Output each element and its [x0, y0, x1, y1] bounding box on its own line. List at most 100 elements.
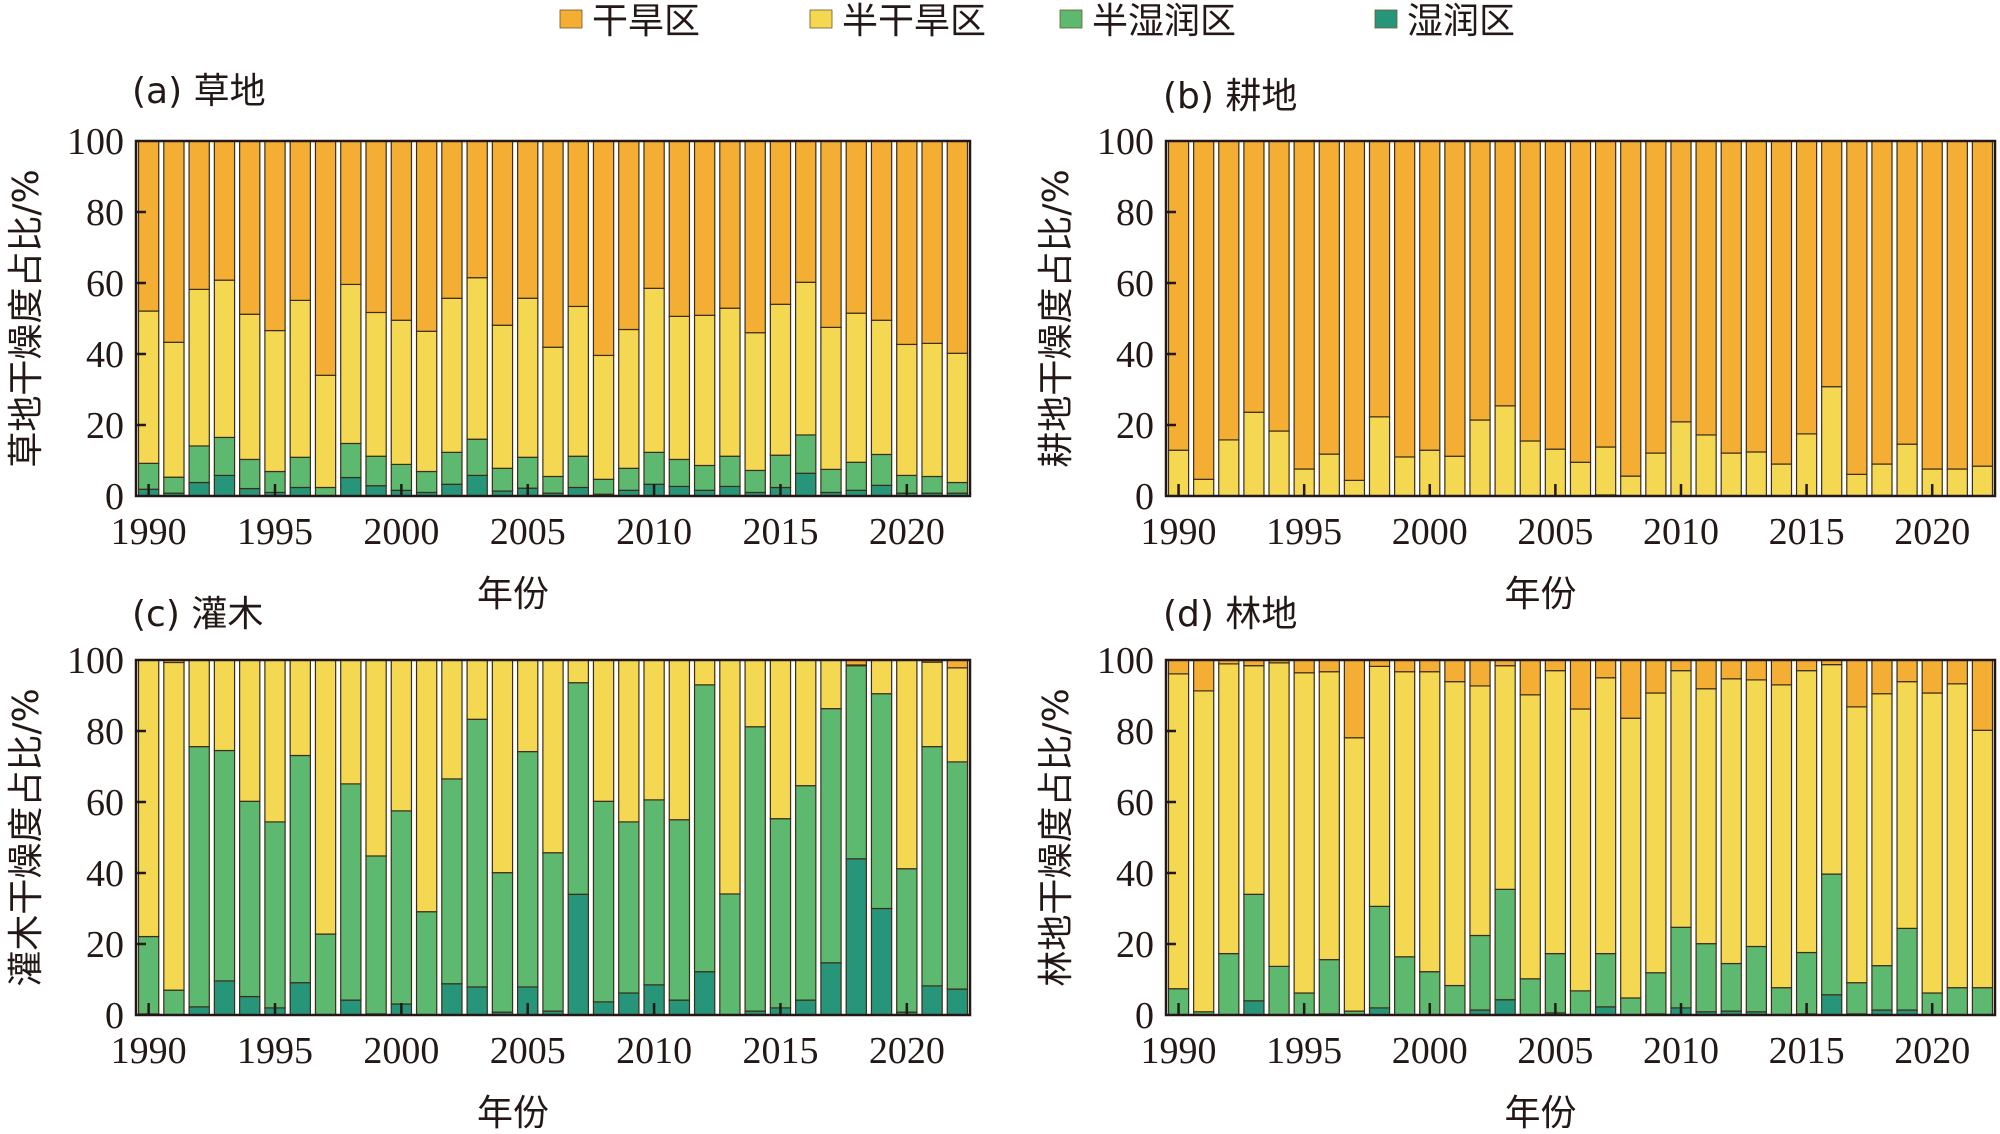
bar-segment-1990-干旱区 [137, 140, 160, 312]
bar-segment-2006-半湿润区 [542, 852, 564, 1012]
bar-segment-2013-干旱区 [719, 140, 741, 309]
x-tick-label: 1995 [237, 1030, 313, 1072]
bar-segment-1992-半干旱区 [1218, 663, 1240, 955]
bar-segment-2001-干旱区 [1444, 659, 1466, 683]
x-tick-label: 2020 [869, 1030, 945, 1072]
bar-segment-2003-半干旱区 [466, 659, 488, 720]
bar-segment-2021-半湿润区 [921, 746, 943, 987]
y-tick-label: 20 [1116, 924, 1154, 966]
bar-segment-2016-半湿润区 [795, 785, 817, 1001]
legend-item: 半湿润区 [1059, 1, 1236, 42]
bar-segment-2022-半干旱区 [1971, 729, 1994, 989]
panel-title: (c) 灌木 [132, 594, 263, 635]
bar-segment-1998-半干旱区 [340, 283, 362, 445]
bar-segment-1994-干旱区 [239, 140, 261, 315]
bar-segment-2019-半湿润区 [870, 453, 893, 486]
bar-segment-1991-半干旱区 [1193, 690, 1215, 1013]
bar-segment-2006-半干旱区 [542, 659, 564, 854]
bar-segment-1993-半湿润区 [213, 749, 236, 982]
bar-segment-2010-半湿润区 [643, 799, 665, 986]
bar-segment-2012-半干旱区 [1720, 452, 1742, 497]
bar-segment-2012-干旱区 [693, 140, 716, 316]
y-tick-label: 60 [1116, 263, 1154, 305]
bar-segment-2021-半湿润区 [1946, 987, 1968, 1016]
y-tick-label: 40 [86, 853, 124, 895]
bar-segment-1999-半干旱区 [365, 311, 387, 457]
x-tick-label: 2015 [742, 1030, 818, 1072]
bar-segment-2010-半干旱区 [643, 287, 665, 453]
bar-segment-2015-半湿润区 [769, 454, 792, 489]
bars [1167, 659, 1994, 1016]
bar-segment-1990-半干旱区 [137, 310, 160, 464]
bar-segment-1994-半干旱区 [1268, 662, 1290, 967]
bar-segment-2003-湿润区 [466, 986, 488, 1016]
bar-segment-2014-半湿润区 [744, 726, 766, 1012]
bar-segment-1993-半干旱区 [1243, 411, 1265, 497]
y-tick-label: 80 [86, 711, 124, 753]
bar-segment-2018-干旱区 [1871, 140, 1893, 465]
bar-segment-2001-半干旱区 [415, 659, 438, 913]
bar-segment-2002-半干旱区 [1469, 685, 1491, 937]
bar-segment-2019-干旱区 [1896, 140, 1918, 445]
bar-segment-2008-半湿润区 [1620, 997, 1642, 1016]
bar-segment-1995-半湿润区 [264, 821, 286, 1009]
bar-segment-2020-干旱区 [1921, 140, 1943, 470]
bar-segment-1991-干旱区 [1193, 659, 1215, 692]
bar-segment-1995-干旱区 [264, 140, 286, 332]
bar-segment-2007-半干旱区 [567, 305, 589, 457]
bar-segment-2014-干旱区 [1770, 659, 1793, 686]
bar-segment-2008-湿润区 [592, 1001, 615, 1016]
bar-segment-1995-干旱区 [1293, 659, 1315, 674]
bar-segment-2022-半湿润区 [1971, 987, 1994, 1016]
bar-segment-1990-干旱区 [1167, 659, 1190, 675]
y-tick-label: 20 [86, 924, 124, 966]
bar-segment-1995-半干旱区 [1293, 672, 1315, 994]
legend-label: 干旱区 [592, 1, 700, 42]
y-axis-label: 林地干燥度占比/% [1036, 688, 1077, 986]
bar-segment-1999-半湿润区 [1393, 956, 1416, 1016]
bar-segment-2011-半干旱区 [1695, 434, 1717, 497]
bar-segment-1998-半湿润区 [340, 783, 362, 1001]
bar-segment-2008-半湿润区 [592, 800, 615, 1003]
bar-segment-2018-干旱区 [845, 140, 867, 314]
bar-segment-1996-半湿润区 [289, 456, 311, 489]
bar-segment-2013-半湿润区 [719, 893, 741, 1016]
bar-segment-1993-湿润区 [1243, 1000, 1265, 1016]
bar-segment-1998-半干旱区 [1368, 416, 1391, 497]
bar-segment-2012-干旱区 [1720, 659, 1742, 680]
bar-segment-2020-干旱区 [1921, 659, 1943, 694]
bar-segment-2022-半干旱区 [1971, 465, 1994, 497]
y-tick-label: 0 [105, 995, 124, 1037]
x-tick-label: 1995 [1266, 1030, 1342, 1072]
bar-segment-1996-半湿润区 [289, 754, 311, 984]
legend-label: 湿润区 [1407, 1, 1515, 42]
bar-segment-2013-半干旱区 [719, 307, 741, 457]
y-tick-label: 0 [1135, 476, 1154, 518]
bar-segment-2017-干旱区 [820, 140, 842, 328]
bar-segment-2018-半干旱区 [1871, 463, 1893, 496]
x-tick-label: 2010 [1643, 511, 1719, 553]
bar-segment-2008-半干旱区 [1620, 475, 1642, 497]
bar-segment-1997-半干旱区 [314, 374, 337, 489]
bar-segment-2014-半干旱区 [744, 332, 766, 472]
bar-segment-1990-半湿润区 [137, 935, 160, 1015]
bar-segment-1998-湿润区 [340, 476, 362, 497]
y-tick-label: 100 [1097, 640, 1154, 682]
plot-frame [1164, 658, 1997, 1017]
bar-segment-1994-半湿润区 [239, 458, 261, 490]
x-tick-label: 1990 [111, 1030, 187, 1072]
x-tick-label: 1995 [1266, 511, 1342, 553]
bar-segment-1999-半湿润区 [365, 855, 387, 1015]
bar-segment-2019-干旱区 [1896, 659, 1918, 683]
bar-segment-2014-干旱区 [744, 140, 766, 334]
bar-segment-1998-半干旱区 [1368, 665, 1391, 907]
bar-segment-2017-半湿润区 [820, 708, 842, 964]
bar-segment-2004-半干旱区 [491, 659, 514, 874]
bar-segment-1992-半湿润区 [1218, 952, 1240, 1016]
bar-segment-2015-半干旱区 [769, 659, 792, 820]
bar-segment-2013-半干旱区 [1745, 679, 1768, 948]
y-axis-label: 耕地干燥度占比/% [1036, 169, 1077, 467]
bar-segment-2022-干旱区 [946, 140, 969, 354]
